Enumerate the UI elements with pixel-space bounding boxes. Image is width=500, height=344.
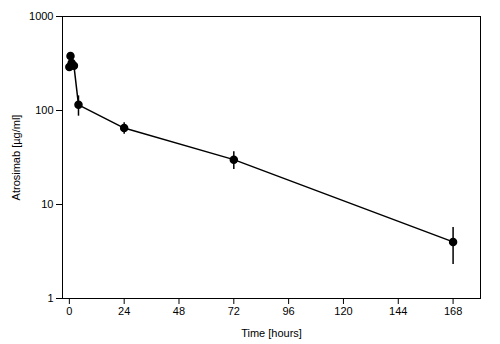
svg-text:10: 10 xyxy=(41,198,53,210)
svg-text:120: 120 xyxy=(334,305,352,317)
svg-text:1000: 1000 xyxy=(29,10,53,22)
svg-text:24: 24 xyxy=(118,305,130,317)
svg-text:144: 144 xyxy=(389,305,407,317)
svg-text:Atrosimab [µg/ml]: Atrosimab [µg/ml] xyxy=(10,115,22,201)
svg-text:96: 96 xyxy=(283,305,295,317)
svg-text:168: 168 xyxy=(444,305,462,317)
svg-text:72: 72 xyxy=(228,305,240,317)
svg-text:Time [hours]: Time [hours] xyxy=(241,327,302,339)
svg-text:100: 100 xyxy=(35,104,53,116)
svg-text:48: 48 xyxy=(173,305,185,317)
svg-text:0: 0 xyxy=(66,305,72,317)
svg-text:1: 1 xyxy=(47,292,53,304)
